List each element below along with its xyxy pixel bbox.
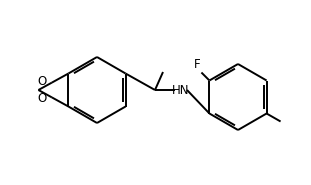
Text: O: O bbox=[38, 92, 47, 105]
Text: F: F bbox=[194, 58, 201, 70]
Text: HN: HN bbox=[172, 83, 190, 97]
Text: O: O bbox=[38, 75, 47, 88]
